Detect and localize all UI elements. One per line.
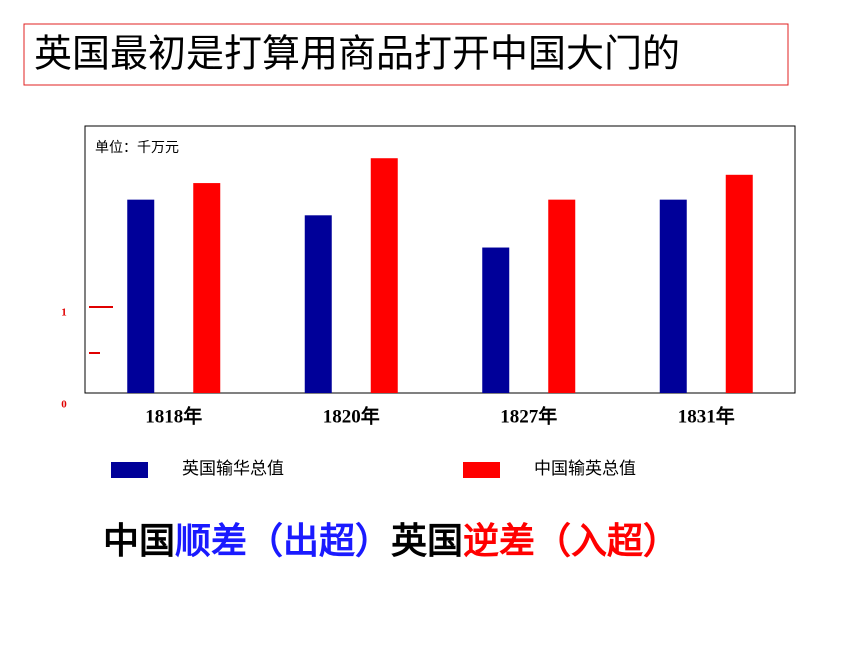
bottom-annotation: 中国顺差（出超）英国逆差（入超） <box>103 521 679 562</box>
annotation-part: 顺差（出超） <box>175 521 391 562</box>
unit-label: 单位：千万元 <box>95 140 179 156</box>
bar <box>659 199 687 393</box>
plot-frame <box>84 125 796 394</box>
bar <box>127 199 155 393</box>
y-tick-label: 0 <box>61 399 67 411</box>
legend-label: 英国输华总值 <box>182 459 284 479</box>
bar <box>370 158 398 393</box>
x-tick-label: 1818年 <box>145 404 202 427</box>
bar <box>482 247 510 393</box>
title-box <box>23 23 789 86</box>
bar <box>304 215 332 393</box>
annotation-part: 英国 <box>391 521 463 562</box>
bar <box>193 183 221 393</box>
chart-title: 英国最初是打算用商品打开中国大门的 <box>34 32 680 76</box>
annotation-part: 逆差（入超） <box>463 521 679 562</box>
x-tick-label: 1820年 <box>323 404 380 427</box>
legend-swatch <box>463 462 500 478</box>
annotation-part: 中国 <box>103 521 175 562</box>
bar <box>725 174 753 393</box>
y-tick-label: 1 <box>61 306 67 318</box>
legend-label: 中国输英总值 <box>534 459 636 479</box>
x-tick-label: 1827年 <box>500 404 557 427</box>
bar <box>548 199 576 393</box>
legend-swatch <box>111 462 148 478</box>
x-tick-label: 1831年 <box>678 404 735 427</box>
